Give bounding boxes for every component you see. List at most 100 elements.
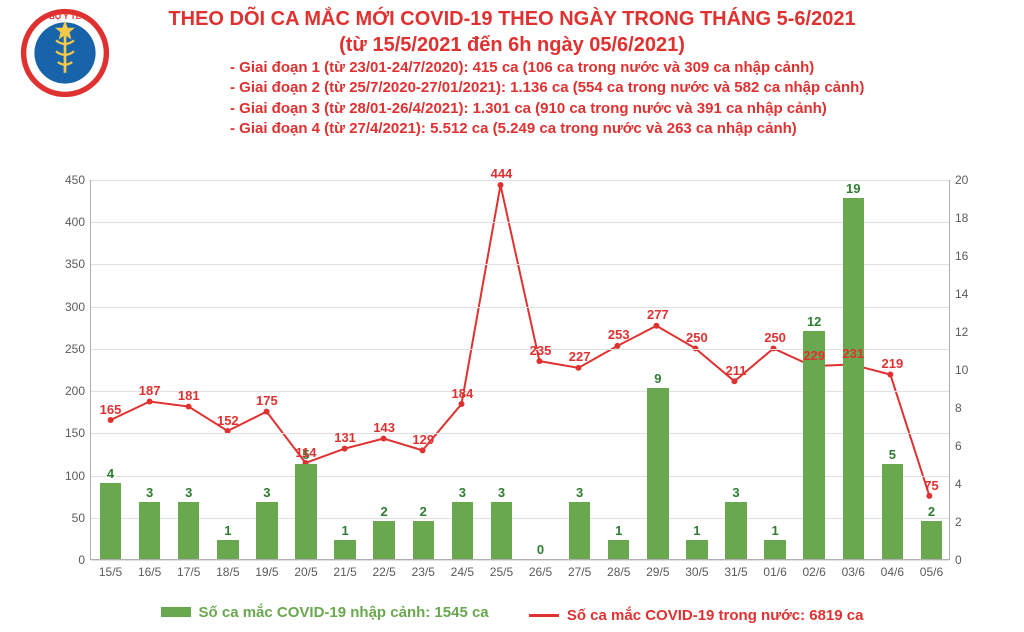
line-value-label: 444 [491, 166, 513, 181]
y-left-tick: 0 [78, 553, 91, 567]
x-tick: 30/5 [685, 559, 708, 579]
bar [686, 540, 708, 559]
legend-swatch-line [529, 614, 559, 617]
bar-value-label: 9 [654, 371, 661, 386]
bar [647, 388, 669, 559]
chart-container: BỘ Y TẾ THEO DÕI CA MẮC MỚI COVID-19 THE… [0, 0, 1024, 632]
line-value-label: 75 [924, 478, 938, 493]
line-value-label: 114 [296, 445, 317, 460]
bar-value-label: 4 [107, 466, 114, 481]
bar-value-label: 3 [576, 485, 583, 500]
line-value-label: 131 [334, 430, 356, 445]
bar-value-label: 3 [459, 485, 466, 500]
bar-value-label: 12 [807, 314, 821, 329]
x-tick: 20/5 [294, 559, 317, 579]
y-left-tick: 450 [65, 173, 91, 187]
bar [882, 464, 904, 559]
x-tick: 29/5 [646, 559, 669, 579]
legend-item-bar: Số ca mắc COVID-19 nhập cảnh: 1545 ca [161, 604, 489, 621]
x-tick: 26/5 [529, 559, 552, 579]
line-value-label: 250 [686, 330, 708, 345]
ministry-logo: BỘ Y TẾ [20, 8, 110, 98]
bar [178, 502, 200, 559]
x-tick: 02/6 [802, 559, 825, 579]
bar [139, 502, 161, 559]
x-tick: 17/5 [177, 559, 200, 579]
x-tick: 03/6 [842, 559, 865, 579]
x-tick: 21/5 [333, 559, 356, 579]
line-value-label: 231 [842, 346, 864, 361]
x-tick: 19/5 [255, 559, 278, 579]
legend: Số ca mắc COVID-19 nhập cảnh: 1545 ca Số… [0, 604, 1024, 625]
line-value-label: 152 [217, 413, 239, 428]
y-right-tick: 0 [949, 553, 962, 567]
bar-value-label: 2 [420, 504, 427, 519]
x-tick: 23/5 [412, 559, 435, 579]
line-value-label: 184 [452, 386, 474, 401]
x-tick: 27/5 [568, 559, 591, 579]
x-tick: 18/5 [216, 559, 239, 579]
line-value-label: 165 [100, 402, 122, 417]
y-right-tick: 2 [949, 515, 962, 529]
line-value-label: 253 [608, 327, 630, 342]
y-right-tick: 8 [949, 401, 962, 415]
legend-item-line: Số ca mắc COVID-19 trong nước: 6819 ca [529, 607, 864, 624]
bar [921, 521, 943, 559]
bar-value-label: 3 [185, 485, 192, 500]
y-left-tick: 400 [65, 215, 91, 229]
x-tick: 31/5 [724, 559, 747, 579]
line-value-label: 235 [530, 343, 552, 358]
phase-1: - Giai đoạn 1 (từ 23/01-24/7/2020): 415 … [230, 58, 1024, 78]
bar-value-label: 5 [889, 447, 896, 462]
legend-swatch-bar [161, 607, 191, 617]
svg-text:BỘ Y TẾ: BỘ Y TẾ [49, 11, 82, 21]
phase-3: - Giai đoạn 3 (từ 28/01-26/4/2021): 1.30… [230, 99, 1024, 119]
y-right-tick: 16 [949, 249, 968, 263]
plot-area: 0501001502002503003504004500246810121416… [90, 180, 950, 560]
y-right-tick: 12 [949, 325, 968, 339]
bar [295, 464, 317, 559]
y-left-tick: 150 [65, 426, 91, 440]
bar-value-label: 3 [146, 485, 153, 500]
line-value-label: 219 [882, 356, 904, 371]
bar [608, 540, 630, 559]
phase-4: - Giai đoạn 4 (từ 27/4/2021): 5.512 ca (… [230, 119, 1024, 139]
bar-value-label: 1 [693, 523, 700, 538]
line-value-label: 187 [139, 383, 161, 398]
line-value-label: 175 [256, 393, 278, 408]
y-right-tick: 14 [949, 287, 968, 301]
bar-value-label: 2 [928, 504, 935, 519]
legend-line-text: Số ca mắc COVID-19 trong nước: 6819 ca [567, 607, 864, 624]
bar [569, 502, 591, 559]
line-value-label: 227 [569, 349, 591, 364]
line-value-label: 277 [647, 307, 669, 322]
bar [100, 483, 122, 559]
x-tick: 15/5 [99, 559, 122, 579]
line-value-label: 211 [726, 363, 747, 378]
y-left-tick: 250 [65, 342, 91, 356]
bar [764, 540, 786, 559]
bar-value-label: 3 [498, 485, 505, 500]
line-value-label: 143 [373, 420, 395, 435]
x-tick: 25/5 [490, 559, 513, 579]
chart-header: THEO DÕI CA MẮC MỚI COVID-19 THEO NGÀY T… [0, 0, 1024, 139]
legend-bar-text: Số ca mắc COVID-19 nhập cảnh: 1545 ca [199, 604, 489, 621]
y-left-tick: 300 [65, 300, 91, 314]
line-value-label: 129 [412, 432, 434, 447]
bar [725, 502, 747, 559]
y-right-tick: 4 [949, 477, 962, 491]
y-left-tick: 100 [65, 469, 91, 483]
bar [452, 502, 474, 559]
x-tick: 24/5 [451, 559, 474, 579]
bar-value-label: 1 [341, 523, 348, 538]
bar [413, 521, 435, 559]
bar-value-label: 3 [263, 485, 270, 500]
x-tick: 16/5 [138, 559, 161, 579]
bar-value-label: 19 [846, 181, 860, 196]
bar [843, 198, 865, 559]
x-tick: 28/5 [607, 559, 630, 579]
phase-2: - Giai đoạn 2 (từ 25/7/2020-27/01/2021):… [230, 78, 1024, 98]
y-right-tick: 10 [949, 363, 968, 377]
x-tick: 04/6 [881, 559, 904, 579]
x-tick: 05/6 [920, 559, 943, 579]
